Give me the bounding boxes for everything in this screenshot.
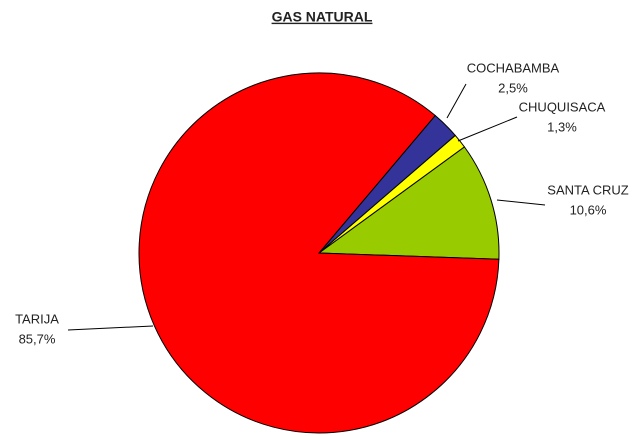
leader-line xyxy=(446,83,467,119)
leader-line xyxy=(457,116,518,142)
slice-value-label: 85,7% xyxy=(19,331,56,346)
slice-value-label: 1,3% xyxy=(547,119,577,134)
slice-label: TARIJA xyxy=(15,311,59,326)
slice-value-label: 2,5% xyxy=(498,80,528,95)
slice-label: SANTA CRUZ xyxy=(547,182,628,197)
slice-label: COCHABAMBA xyxy=(467,60,560,75)
slice-value-label: 10,6% xyxy=(570,202,607,217)
leader-line xyxy=(496,199,546,206)
pie-slice xyxy=(317,146,500,260)
pie-slice xyxy=(138,72,500,434)
leader-line xyxy=(67,325,154,331)
chart-title: GAS NATURAL xyxy=(272,9,373,25)
slice-label: CHUQUISACA xyxy=(519,99,606,114)
